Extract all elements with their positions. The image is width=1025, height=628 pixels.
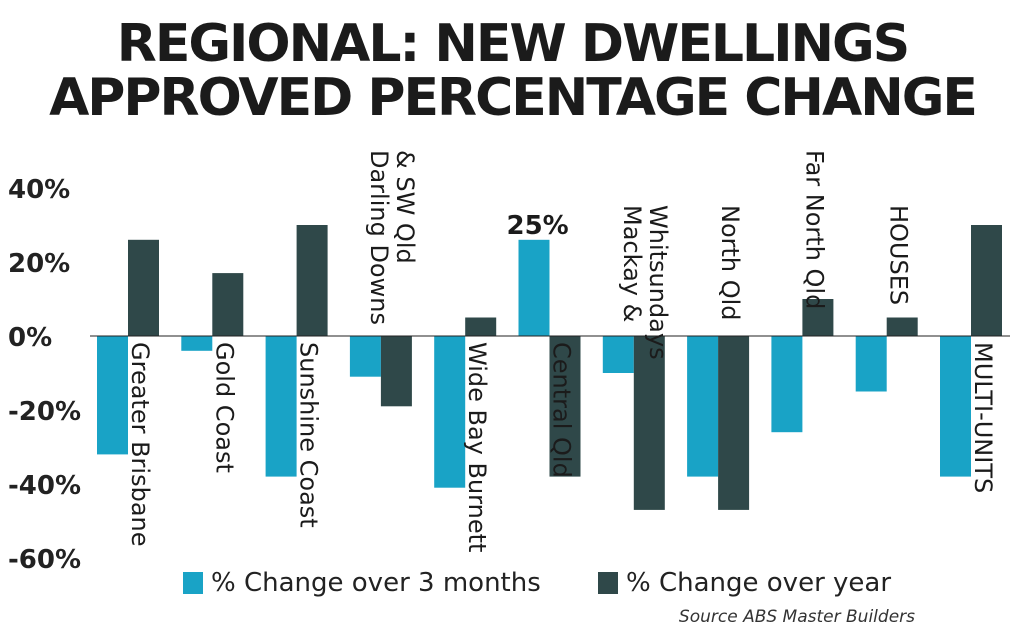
category-label: Darling Downs& SW Qld (365, 150, 419, 325)
category-label-text: North Qld (716, 205, 744, 321)
category-label: Far North Qld (800, 150, 828, 309)
legend-item-year: % Change over year (598, 568, 891, 598)
category-label-text: Greater Brisbane (126, 342, 154, 547)
category-label-text: Sunshine Coast (295, 342, 323, 528)
bar-year (465, 317, 497, 336)
bar-year (380, 336, 412, 407)
y-tick-label: 40% (8, 175, 70, 205)
y-tick-label: 20% (8, 249, 70, 279)
category-label-text: Far North Qld (800, 150, 828, 309)
category-label: HOUSES (885, 205, 913, 305)
bar-3-months (434, 336, 466, 488)
bar-year (128, 239, 159, 336)
bar-year (296, 225, 328, 336)
bar-year (971, 225, 1002, 336)
bar-3-months (602, 336, 634, 373)
source-note: Source ABS Master Builders (678, 607, 915, 627)
category-label-text: Central Qld (548, 342, 576, 478)
y-tick-label: -40% (8, 471, 81, 501)
category-label: Central Qld (548, 342, 576, 478)
bar-3-months (265, 336, 297, 477)
bar-year (633, 336, 665, 510)
category-label: Greater Brisbane (126, 342, 154, 547)
legend-label-year: % Change over year (626, 568, 892, 598)
legend-label-3-months: % Change over 3 months (211, 568, 541, 598)
bar-year (718, 336, 750, 510)
category-label: Mackay &Whitsundays (618, 205, 672, 360)
legend-swatch-year (598, 572, 618, 594)
bar-year (212, 273, 244, 336)
category-label: Wide Bay Burnett (463, 342, 491, 552)
category-label-text: Wide Bay Burnett (463, 342, 491, 552)
category-label-text: HOUSES (885, 205, 913, 305)
bar-3-months (771, 336, 803, 433)
category-label-text: Mackay & (618, 205, 646, 322)
legend-swatch-3-months (183, 572, 203, 594)
category-label-text: & SW Qld (391, 150, 419, 264)
category-label-text: Darling Downs (365, 150, 393, 325)
bar-3-months (349, 336, 381, 377)
bar-3-months (855, 336, 887, 392)
category-label: North Qld (716, 205, 744, 321)
y-tick-label: -60% (8, 545, 81, 575)
bar-year (549, 336, 581, 477)
bar-3-months (518, 239, 550, 336)
y-tick-label: 0% (8, 323, 52, 353)
bar-year (802, 299, 834, 336)
category-label: MULTI-UNITS (969, 342, 997, 493)
legend-item-3-months: % Change over 3 months (183, 568, 541, 598)
y-tick-label: -20% (8, 397, 81, 427)
category-label-text: Whitsundays (644, 205, 672, 360)
bar-3-months (181, 336, 213, 351)
chart-title-line-2: APPROVED PERCENTAGE CHANGE (49, 68, 978, 128)
category-label: Gold Coast (210, 342, 238, 473)
bar-3-months (940, 336, 971, 477)
category-label: Sunshine Coast (295, 342, 323, 528)
chart-title-line-1: REGIONAL: NEW DWELLINGS (116, 14, 910, 74)
legend: % Change over 3 months % Change over yea… (0, 568, 1025, 600)
bar-year (886, 317, 918, 336)
category-label-text: Gold Coast (210, 342, 238, 473)
category-label-text: MULTI-UNITS (969, 342, 997, 493)
bar-annotation: 25% (507, 211, 569, 241)
bar-3-months (687, 336, 719, 477)
bar-3-months (97, 336, 128, 455)
